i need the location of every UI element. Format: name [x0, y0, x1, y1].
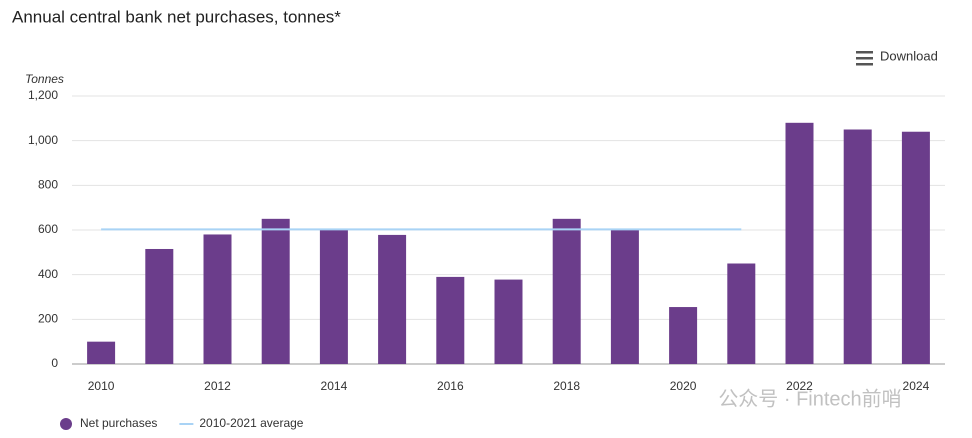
- x-tick-label: 2012: [204, 379, 231, 393]
- download-button[interactable]: Download: [856, 48, 938, 66]
- download-label[interactable]: Download: [880, 48, 938, 63]
- x-tick-label: 2016: [437, 379, 464, 393]
- x-tick-label: 2020: [670, 379, 697, 393]
- legend-label: Net purchases: [80, 416, 157, 430]
- bar: [203, 234, 232, 364]
- bar: [261, 218, 290, 364]
- bar: [87, 341, 116, 364]
- x-tick-label: 2024: [903, 379, 930, 393]
- bar: [319, 230, 348, 364]
- bar: [145, 248, 174, 364]
- y-axis-label: Tonnes: [25, 72, 64, 86]
- bar: [843, 129, 872, 364]
- y-tick-label: 1,000: [28, 133, 58, 147]
- y-tick-label: 0: [51, 356, 58, 370]
- bar: [436, 276, 465, 364]
- bar: [785, 122, 814, 364]
- y-tick-label: 800: [38, 178, 58, 192]
- x-tick-label: 2014: [321, 379, 348, 393]
- menu-icon-bar: [856, 51, 873, 54]
- x-tick-label: 2010: [88, 379, 115, 393]
- menu-icon-bar: [856, 57, 873, 60]
- bar: [901, 131, 930, 364]
- y-tick-label: 200: [38, 312, 58, 326]
- legend-label: 2010-2021 average: [199, 416, 303, 430]
- y-tick-label: 1,200: [28, 88, 58, 102]
- bar: [610, 228, 639, 364]
- bar: [552, 218, 581, 364]
- y-tick-label: 400: [38, 267, 58, 281]
- bar: [727, 263, 756, 364]
- x-tick-label: 2022: [786, 379, 813, 393]
- watermark: 公众号 · Fintech前哨: [718, 387, 901, 410]
- legend-marker: [60, 418, 72, 430]
- bar: [494, 279, 523, 364]
- bar: [669, 307, 698, 364]
- y-tick-label: 600: [38, 222, 58, 236]
- menu-icon-bar: [856, 63, 873, 66]
- x-tick-label: 2018: [553, 379, 580, 393]
- bar: [378, 234, 407, 364]
- chart-title: Annual central bank net purchases, tonne…: [12, 7, 341, 26]
